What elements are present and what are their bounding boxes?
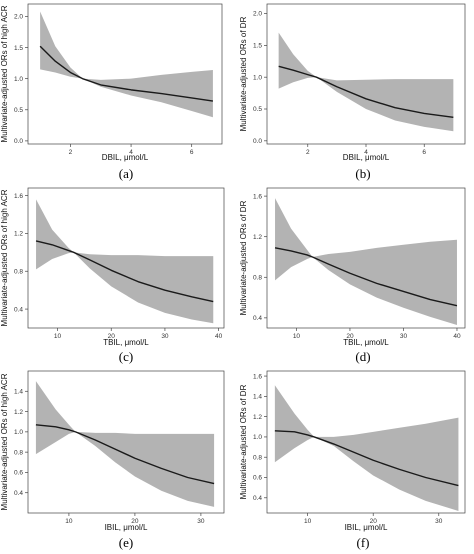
x-tick-label: 40 (453, 333, 461, 340)
estimate-line (274, 247, 458, 307)
chart-panel-d: 10 20 30 40 0.4 0.8 1.2 1.6 TBIL, μmol/L Multivar… (239, 187, 466, 347)
y-axis-label: Multivariate-adjusted ORs of high ACR (0, 189, 9, 326)
x-tick-label: 2 (306, 149, 310, 156)
x-tick-label: 40 (215, 333, 223, 340)
x-tick-label: 6 (190, 149, 194, 156)
confidence-band (278, 32, 454, 132)
y-tick-label: 1.6 (14, 193, 23, 200)
y-tick-label: 1.2 (14, 231, 23, 238)
y-tick-label: 1.5 (253, 43, 262, 50)
y-tick-label: 0.6 (14, 470, 23, 477)
y-tick-label: 1.6 (253, 373, 262, 380)
confidence-band (274, 385, 459, 511)
y-tick-label: 0.4 (14, 306, 23, 313)
y-axis-label: Multivariate-adjusted ORs of high ACR (0, 5, 9, 142)
chart-panel-c: 10 20 30 40 0.4 0.8 1.2 1.6 TBIL, μmol/L Multivar… (0, 187, 225, 347)
x-tick-label: 30 (400, 333, 408, 340)
y-tick-label: 1.2 (14, 409, 23, 416)
x-tick-label: 10 (54, 333, 62, 340)
x-tick-label: 20 (131, 518, 139, 525)
plot-frame (27, 187, 225, 329)
y-tick-label: 1.4 (253, 394, 262, 401)
x-axis-label: TBIL, μmol/L (343, 338, 389, 347)
panel-label-c: (c) (119, 349, 133, 364)
y-tick-label: 1.4 (14, 388, 23, 395)
x-tick-label: 4 (129, 149, 133, 156)
y-tick-label: 1.0 (14, 429, 23, 436)
y-tick-label: 0.5 (253, 106, 262, 113)
panel-label-b: (b) (355, 166, 370, 181)
plot-frame (27, 370, 225, 514)
y-tick-label: 1.2 (253, 234, 262, 241)
panel-label-d: (d) (355, 349, 370, 364)
x-axis-label: DBIL, μmol/L (102, 153, 149, 162)
estimate-line (35, 424, 215, 485)
y-axis-label: Multivariate-adjusted ORs of high ACR (0, 373, 9, 510)
x-tick-label: 20 (370, 518, 378, 525)
x-tick-label: 10 (65, 518, 73, 525)
y-tick-label: 0.8 (253, 454, 262, 461)
chart-panel-e: 10 20 30 0.4 0.6 0.8 1.0 1.2 1.4 IBIL, μmol/L Mult… (0, 370, 225, 532)
confidence-band (36, 199, 214, 324)
y-tick-label: 1.0 (253, 434, 262, 441)
plot-frame (266, 370, 466, 514)
estimate-line (39, 45, 214, 102)
confidence-band (35, 381, 215, 507)
y-tick-label: 0.0 (14, 138, 23, 145)
y-tick-label: 0.8 (14, 268, 23, 275)
y-tick-label: 1.5 (14, 45, 23, 52)
y-tick-label: 1.6 (253, 193, 262, 200)
plot-frame (27, 3, 223, 145)
x-tick-label: 30 (197, 518, 205, 525)
x-tick-label: 30 (161, 333, 169, 340)
x-tick-label: 2 (69, 149, 73, 156)
y-tick-label: 0.8 (253, 274, 262, 281)
x-axis-label: IBIL, μmol/L (105, 523, 148, 532)
panel-label-f: (f) (357, 535, 370, 550)
y-tick-label: 1.0 (253, 74, 262, 81)
chart-panel-f: 10 20 30 0.4 0.6 0.8 1.0 1.2 1.4 1.6 IBIL, μmol/L M… (239, 370, 466, 532)
y-tick-label: 1.2 (253, 414, 262, 421)
y-axis-label: Multivariate-adjusted ORs of DR (239, 16, 248, 131)
panel-label-a: (a) (119, 166, 133, 181)
y-axis-label: Multivariate-adjusted ORs of DR (239, 200, 248, 315)
y-tick-label: 0.5 (14, 107, 23, 114)
estimate-line (274, 430, 459, 487)
x-tick-label: 6 (422, 149, 426, 156)
y-tick-label: 0.8 (14, 449, 23, 456)
chart-panel-a: 2 4 6 0.0 0.5 1.0 1.5 2.0 DBIL, μmol/L Multivaria… (0, 3, 223, 162)
y-tick-label: 0.6 (253, 475, 262, 482)
x-tick-label: 10 (293, 333, 301, 340)
plot-frame (266, 187, 466, 329)
x-tick-label: 30 (435, 518, 443, 525)
x-axis-label: IBIL, μmol/L (345, 523, 388, 532)
estimate-line (278, 65, 454, 118)
y-axis-label: Multivariate-adjusted ORs of DR (239, 384, 248, 499)
x-axis-label: DBIL, μmol/L (343, 153, 390, 162)
x-tick-label: 4 (364, 149, 368, 156)
x-tick-label: 20 (346, 333, 354, 340)
y-tick-label: 0.4 (14, 490, 23, 497)
confidence-band (40, 11, 213, 118)
x-tick-label: 10 (304, 518, 312, 525)
x-tick-label: 20 (108, 333, 116, 340)
y-tick-label: 2.0 (253, 11, 262, 18)
y-tick-label: 0.4 (253, 315, 262, 322)
x-axis-label: TBIL, μmol/L (103, 338, 149, 347)
estimate-line (35, 240, 214, 303)
chart-panel-b: 2 4 6 0.0 0.5 1.0 1.5 2.0 DBIL, μmol/L Multivaria… (239, 3, 466, 162)
panel-label-e: (e) (119, 535, 133, 550)
y-tick-label: 2.0 (14, 14, 23, 21)
y-tick-label: 1.0 (14, 76, 23, 83)
y-tick-label: 0.4 (253, 495, 262, 502)
y-tick-label: 0.0 (253, 138, 262, 145)
